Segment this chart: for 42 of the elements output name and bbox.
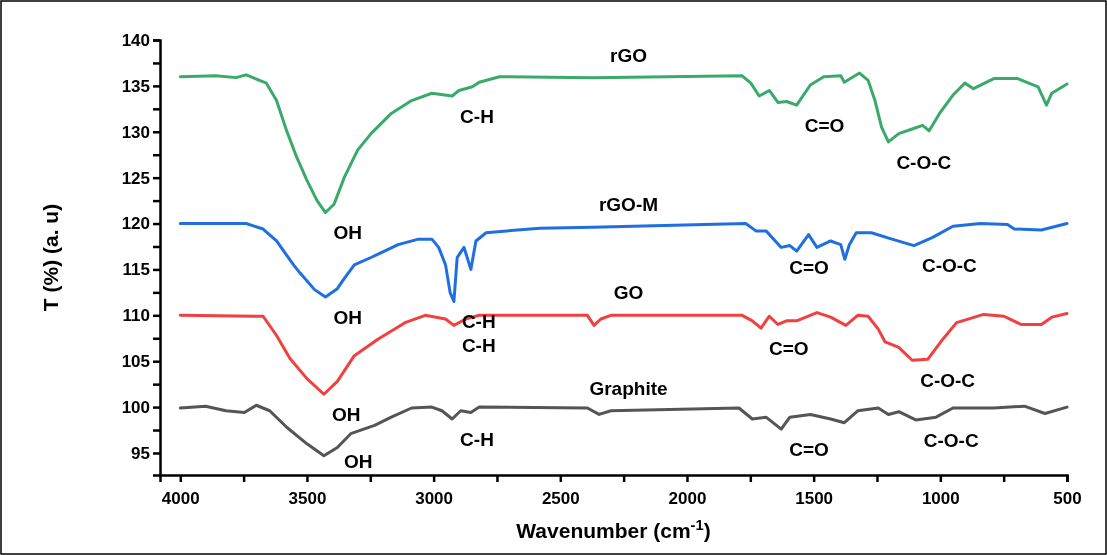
- annotation: C-O-C: [920, 369, 976, 391]
- x-tick-label: 4000: [161, 488, 200, 508]
- series-label: GO: [613, 282, 644, 304]
- line-series: [178, 222, 1069, 304]
- x-tick-label: 2500: [541, 488, 580, 508]
- y-tick-label: 130: [121, 122, 150, 142]
- annotation: OH: [343, 450, 373, 472]
- y-axis-title: T (%) (a. u): [39, 203, 62, 312]
- series-label: rGO: [610, 44, 647, 66]
- annotation: C-H: [461, 335, 496, 357]
- annotation: C=O: [804, 114, 845, 136]
- annotation: C-H: [461, 311, 496, 333]
- y-tick-label: 105: [121, 352, 150, 372]
- annotation: C-O-C: [896, 151, 952, 173]
- x-tick-label: 2000: [668, 488, 707, 508]
- annotation: C-O-C: [923, 429, 979, 451]
- annotation: OH: [333, 306, 362, 328]
- y-tick-label: 120: [121, 214, 150, 234]
- annotation: C=O: [789, 257, 829, 279]
- annotation: C-H: [460, 105, 494, 127]
- line-series: [178, 71, 1069, 215]
- annotation: C=O: [768, 337, 809, 359]
- y-tick-label: 135: [121, 76, 150, 96]
- annotation: C-O-C: [921, 255, 978, 277]
- y-tick-label: 115: [122, 260, 150, 280]
- y-tick-label: 110: [122, 306, 150, 326]
- series-label: Graphite: [589, 377, 668, 399]
- y-tick-label: 100: [121, 398, 150, 418]
- y-tick-label: 140: [121, 30, 150, 50]
- x-tick-label: 1500: [795, 488, 834, 508]
- annotation: C-H: [460, 428, 494, 450]
- y-tick-label: 125: [121, 168, 150, 188]
- series-label: rGO-M: [598, 194, 659, 216]
- x-tick-label: 500: [1053, 488, 1082, 508]
- x-axis-title: Wavenumber (cm$^{-1}$): [516, 517, 711, 542]
- annotation: OH: [331, 403, 361, 425]
- annotation: OH: [333, 222, 362, 244]
- x-tick-label: 3500: [288, 488, 327, 508]
- y-tick-label: 95: [131, 443, 150, 463]
- x-tick-label: 3000: [415, 488, 454, 508]
- x-tick-label: 1000: [921, 488, 960, 508]
- annotation: C=O: [789, 438, 829, 460]
